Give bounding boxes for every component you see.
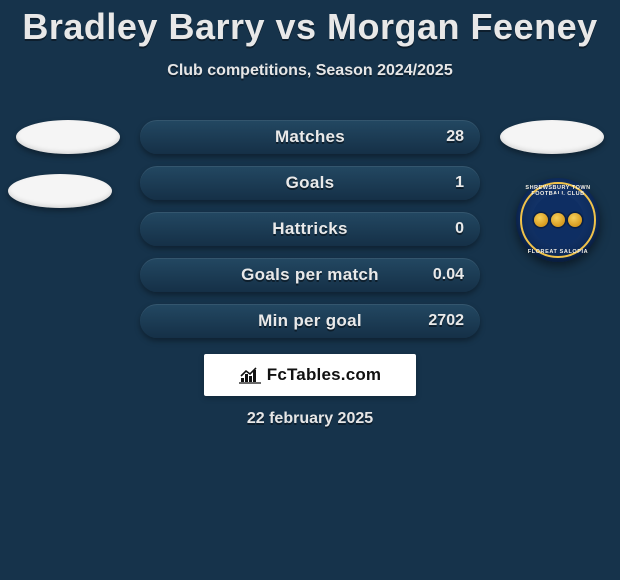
stat-bar-hattricks: Hattricks 0 [140, 212, 480, 246]
bar-chart-icon [239, 366, 261, 384]
stat-value: 0.04 [433, 258, 464, 292]
stat-label: Goals per match [140, 258, 480, 292]
crest-motto: FLOREAT SALOPIA [516, 249, 600, 255]
player-placeholder-ellipse [8, 174, 112, 208]
stat-bar-goals: Goals 1 [140, 166, 480, 200]
club-crest-badge: SHREWSBURY TOWN FOOTBALL CLUB 1886 FLORE… [516, 178, 600, 262]
stat-value: 28 [446, 120, 464, 154]
crest-inner [532, 194, 584, 246]
footer-date: 22 february 2025 [0, 410, 620, 428]
stat-bar-matches: Matches 28 [140, 120, 480, 154]
stat-label: Goals [140, 166, 480, 200]
stat-label: Hattricks [140, 212, 480, 246]
stat-value: 2702 [428, 304, 464, 338]
brand-attribution[interactable]: FcTables.com [204, 354, 416, 396]
page-title: Bradley Barry vs Morgan Feeney [0, 0, 620, 48]
player-placeholder-ellipse [16, 120, 120, 154]
left-player-column [8, 120, 128, 154]
stat-bar-min-per-goal: Min per goal 2702 [140, 304, 480, 338]
stat-value: 0 [455, 212, 464, 246]
lion-icon [534, 213, 548, 227]
comparison-card: Bradley Barry vs Morgan Feeney Club comp… [0, 0, 620, 580]
page-subtitle: Club competitions, Season 2024/2025 [0, 62, 620, 80]
stat-value: 1 [455, 166, 464, 200]
player-placeholder-ellipse [500, 120, 604, 154]
stat-bar-goals-per-match: Goals per match 0.04 [140, 258, 480, 292]
lion-icon [551, 213, 565, 227]
right-player-column [492, 120, 612, 154]
lion-icon [568, 213, 582, 227]
stat-label: Matches [140, 120, 480, 154]
stats-bars: Matches 28 Goals 1 Hattricks 0 Goals per… [140, 120, 480, 338]
brand-text: FcTables.com [267, 365, 382, 385]
